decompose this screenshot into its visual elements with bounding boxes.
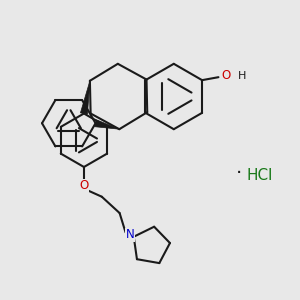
Text: N: N [126,228,134,241]
Text: H: H [238,71,246,81]
Text: O: O [221,69,230,82]
Polygon shape [80,81,90,114]
Text: ·: · [236,164,242,183]
Polygon shape [95,120,119,129]
Text: O: O [79,179,88,192]
Text: HCl: HCl [247,168,273,183]
